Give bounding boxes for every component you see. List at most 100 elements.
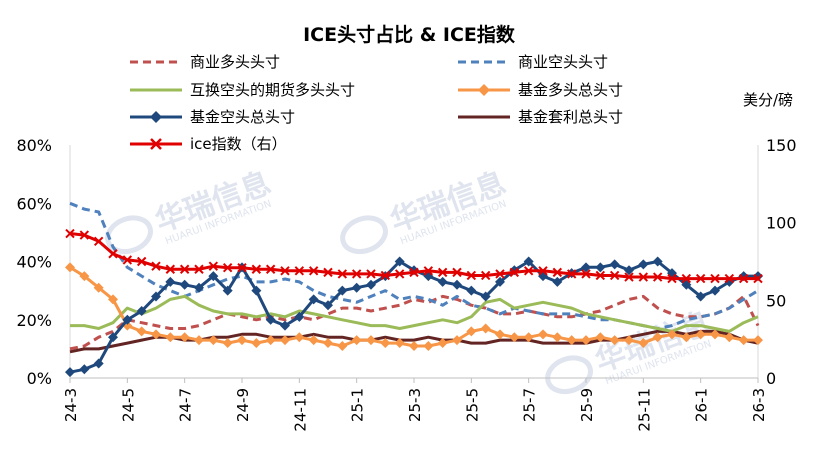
data-point [710, 273, 720, 284]
data-point [165, 264, 176, 274]
y-right-tick: 50 [766, 291, 786, 310]
series-3 [65, 262, 763, 351]
legend-label: 商业空头头寸 [518, 53, 608, 71]
watermark-logo [105, 215, 153, 255]
data-point [667, 273, 677, 284]
data-point [681, 273, 692, 284]
data-point [523, 266, 534, 276]
data-point [179, 279, 190, 290]
data-point [108, 249, 118, 259]
data-point [280, 335, 290, 346]
data-point [509, 332, 520, 343]
data-point [638, 259, 649, 270]
data-point [65, 228, 75, 239]
data-point [79, 364, 90, 375]
y-right-tick: 150 [766, 136, 797, 155]
data-point [466, 270, 477, 281]
data-point [151, 329, 161, 340]
data-point [366, 279, 376, 290]
data-point [495, 329, 505, 340]
legend-item-6: ice指数（右） [130, 135, 287, 153]
data-point [523, 332, 534, 343]
legend-item-3: 基金多头总头寸 [458, 81, 623, 99]
data-point [724, 332, 735, 343]
data-point [208, 335, 219, 346]
data-point [538, 266, 548, 276]
right-axis-unit: 美分/磅 [743, 91, 793, 109]
data-point [581, 262, 591, 273]
data-point [738, 335, 749, 346]
data-point [294, 332, 305, 343]
x-tick-label: 24-7 [177, 388, 195, 422]
data-point [394, 256, 405, 267]
data-point [136, 306, 147, 317]
data-point [237, 335, 247, 346]
data-point [280, 320, 290, 331]
data-point [151, 291, 161, 302]
legend-marker [150, 111, 162, 123]
y-left-tick: 40% [16, 253, 52, 272]
x-tick-label: 24-11 [291, 388, 309, 432]
legend-label: 基金空头总头寸 [190, 108, 295, 126]
x-tick-label: 25-7 [521, 388, 539, 422]
legend-item-2: 互换空头的期货多头头寸 [130, 81, 355, 99]
data-point [452, 279, 462, 290]
data-point [165, 276, 176, 287]
x-tick-label: 24-3 [62, 388, 80, 422]
data-point [681, 332, 692, 343]
data-point [652, 256, 663, 267]
data-point [495, 269, 505, 279]
data-point [294, 311, 305, 322]
data-point [538, 329, 548, 340]
x-tick-label: 24-5 [119, 388, 137, 422]
data-point [93, 282, 104, 293]
data-point [179, 264, 190, 274]
data-point [437, 267, 448, 278]
data-point [724, 273, 735, 284]
data-point [595, 262, 606, 273]
data-point [581, 335, 591, 346]
legend-marker [150, 138, 162, 150]
y-left-tick: 20% [16, 311, 52, 330]
data-point [308, 266, 319, 276]
y-right-tick: 100 [766, 214, 797, 233]
data-point [251, 264, 262, 274]
legend-label: ice指数（右） [190, 135, 287, 153]
data-point [652, 272, 663, 282]
data-point [337, 269, 348, 279]
y-left-tick: 60% [16, 194, 52, 213]
data-point [208, 271, 219, 282]
data-point [609, 335, 620, 346]
data-point [251, 338, 262, 349]
x-tick-label: 25-3 [406, 388, 424, 422]
data-point [480, 323, 491, 334]
data-point [480, 270, 491, 281]
legend-item-5: 基金套利总头寸 [458, 108, 623, 126]
y-left-tick: 0% [27, 369, 52, 388]
data-point [552, 267, 563, 278]
data-point [409, 340, 419, 351]
watermark-logo [340, 215, 388, 255]
data-point [265, 335, 276, 346]
data-point [566, 335, 577, 346]
data-point [581, 269, 591, 279]
x-tick-label: 25-5 [463, 388, 481, 422]
y-right-tick: 0 [766, 369, 776, 388]
data-point [194, 282, 204, 293]
legend-item-4: 基金空头总头寸 [130, 108, 295, 126]
data-point [179, 332, 190, 343]
data-point [108, 332, 118, 343]
series-6 [65, 228, 763, 284]
data-point [552, 332, 563, 343]
data-point [136, 326, 147, 337]
data-point [351, 335, 362, 346]
legend-item-0: 商业多头头寸 [130, 53, 280, 71]
data-point [624, 265, 634, 276]
data-point [136, 256, 147, 267]
data-point [337, 340, 348, 351]
data-point [480, 291, 491, 302]
data-point [394, 338, 405, 349]
legend-marker [478, 84, 490, 96]
